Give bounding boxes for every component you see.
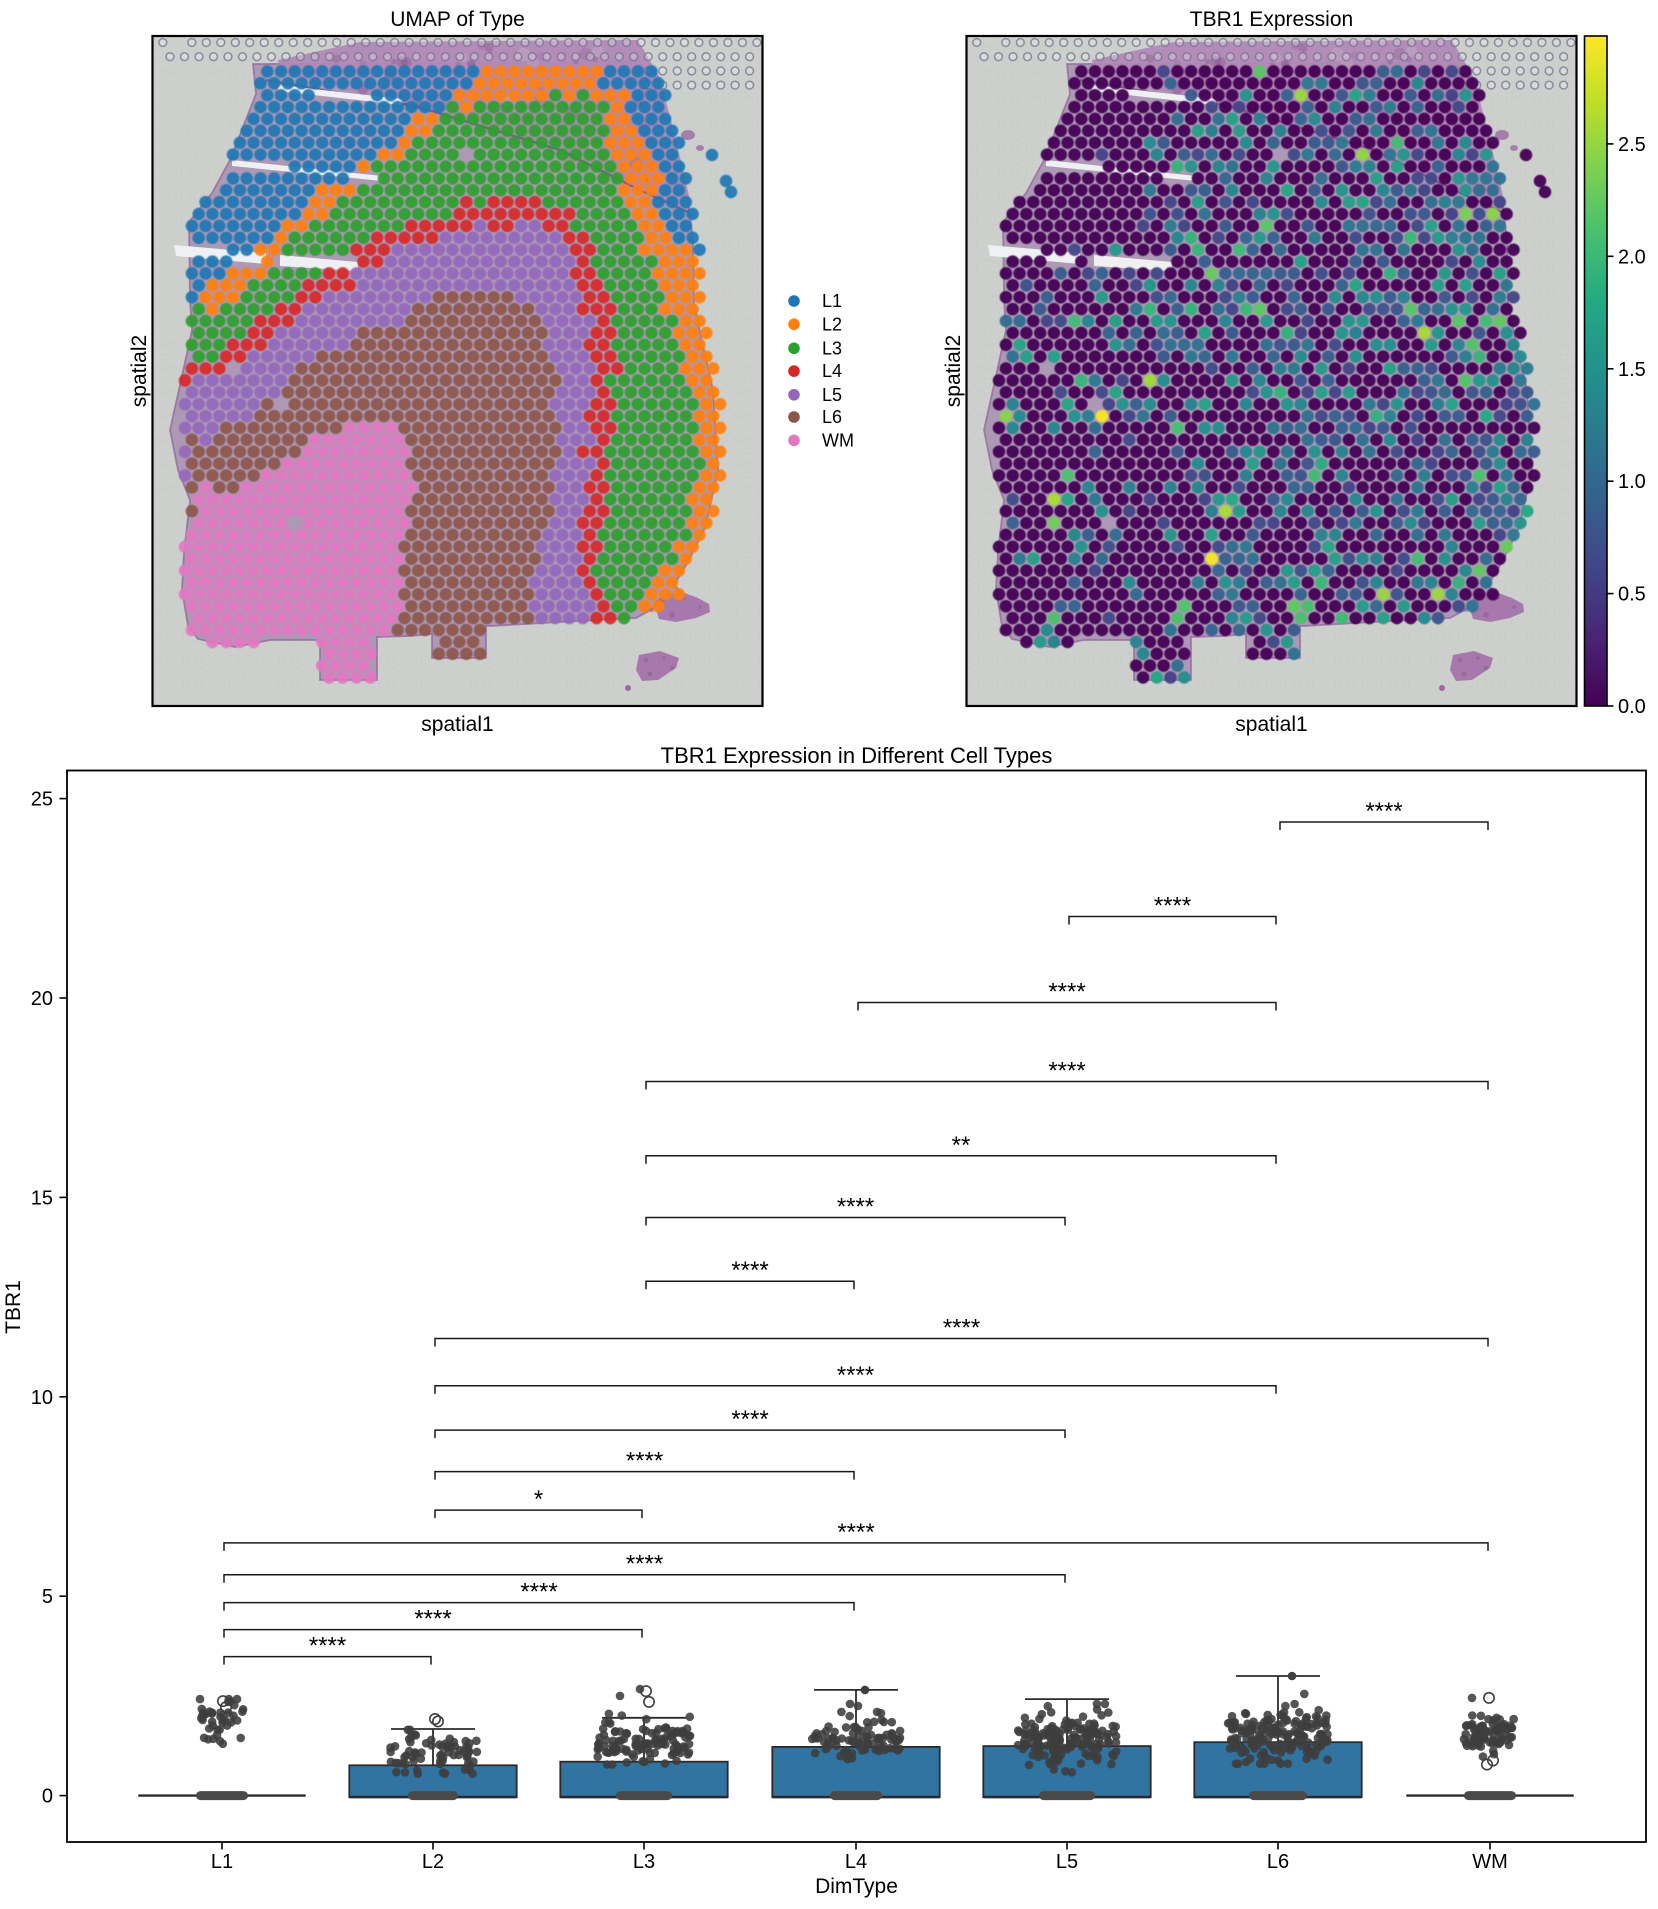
svg-text:15: 15 <box>31 1187 53 1209</box>
svg-text:****: **** <box>520 1579 557 1606</box>
svg-text:L2: L2 <box>422 1851 444 1873</box>
svg-text:*: * <box>534 1486 543 1513</box>
svg-text:0.0: 0.0 <box>1618 696 1646 718</box>
svg-text:5: 5 <box>42 1586 53 1608</box>
svg-text:1.5: 1.5 <box>1618 359 1646 381</box>
svg-text:****: **** <box>837 1194 874 1221</box>
svg-text:****: **** <box>626 1551 663 1578</box>
svg-text:L5: L5 <box>822 385 842 405</box>
svg-text:0.5: 0.5 <box>1618 584 1646 606</box>
svg-text:1.0: 1.0 <box>1618 471 1646 493</box>
svg-text:****: **** <box>837 1362 874 1389</box>
svg-text:L2: L2 <box>822 314 842 334</box>
svg-text:10: 10 <box>31 1387 53 1409</box>
svg-text:****: **** <box>1048 979 1085 1006</box>
svg-text:****: **** <box>731 1406 768 1433</box>
svg-text:TBR1 Expression in Different C: TBR1 Expression in Different Cell Types <box>661 743 1053 768</box>
svg-text:WM: WM <box>1472 1851 1508 1873</box>
svg-text:TBR1 Expression: TBR1 Expression <box>1190 8 1353 31</box>
svg-text:DimType: DimType <box>815 1875 898 1898</box>
svg-text:L1: L1 <box>211 1851 233 1873</box>
svg-text:spatial2: spatial2 <box>128 335 151 407</box>
svg-text:spatial1: spatial1 <box>1235 713 1307 736</box>
svg-text:UMAP of Type: UMAP of Type <box>390 8 525 31</box>
svg-text:****: **** <box>626 1448 663 1475</box>
svg-text:25: 25 <box>31 789 53 811</box>
svg-text:****: **** <box>731 1257 768 1284</box>
svg-text:20: 20 <box>31 988 53 1010</box>
svg-text:****: **** <box>1365 798 1402 825</box>
svg-text:****: **** <box>414 1606 451 1633</box>
svg-text:L1: L1 <box>822 291 842 311</box>
svg-text:L3: L3 <box>633 1851 655 1873</box>
svg-text:0: 0 <box>42 1786 53 1808</box>
svg-text:WM: WM <box>822 430 854 450</box>
svg-text:****: **** <box>1154 893 1191 920</box>
svg-text:L6: L6 <box>822 407 842 427</box>
svg-text:2.0: 2.0 <box>1618 246 1646 268</box>
svg-text:****: **** <box>837 1519 874 1546</box>
svg-text:TBR1: TBR1 <box>2 1280 25 1334</box>
svg-text:spatial1: spatial1 <box>421 713 493 736</box>
svg-text:****: **** <box>1048 1058 1085 1085</box>
svg-text:L6: L6 <box>1267 1851 1289 1873</box>
svg-text:L4: L4 <box>845 1851 867 1873</box>
svg-text:spatial2: spatial2 <box>942 335 965 407</box>
svg-text:**: ** <box>952 1132 971 1159</box>
svg-text:****: **** <box>943 1315 980 1342</box>
svg-text:2.5: 2.5 <box>1618 134 1646 156</box>
svg-text:****: **** <box>309 1633 346 1660</box>
svg-text:L5: L5 <box>1056 1851 1078 1873</box>
svg-text:L3: L3 <box>822 338 842 358</box>
svg-text:L4: L4 <box>822 361 842 381</box>
